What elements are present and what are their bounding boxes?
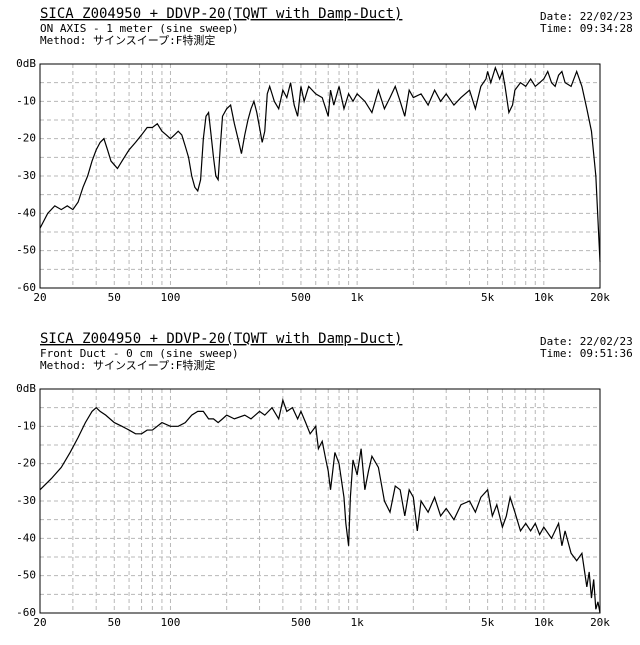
method: Method: サインスイープ:F特測定: [40, 33, 215, 47]
x-tick-label: 50: [108, 291, 121, 304]
x-tick-label: 20k: [590, 291, 610, 304]
y-tick-label: -50: [16, 244, 36, 257]
x-tick-label: 1k: [351, 616, 365, 629]
date: Date: 22/02/23: [540, 335, 633, 348]
x-tick-label: 20: [33, 291, 46, 304]
plot-frame: [39, 388, 601, 614]
method: Method: サインスイープ:F特測定: [40, 358, 215, 372]
response-line: [39, 398, 601, 614]
x-tick-label: 100: [161, 291, 181, 304]
x-tick-label: 10k: [534, 616, 554, 629]
y-tick-label: -50: [16, 569, 36, 582]
y-tick-label: -30: [16, 169, 36, 182]
y-tick-label: -40: [16, 531, 36, 544]
subtitle: ON AXIS - 1 meter (sine sweep): [40, 22, 239, 35]
y-tick-label: -20: [16, 132, 36, 145]
x-tick-label: 100: [161, 616, 181, 629]
y-tick-label: -30: [16, 494, 36, 507]
chart-title: SICA Z004950 + DDVP-20(TQWT with Damp-Du…: [40, 6, 402, 22]
y-tick-label: 0dB: [16, 57, 36, 70]
x-tick-label: 5k: [481, 291, 495, 304]
y-tick-label: 0dB: [16, 382, 36, 395]
x-tick-label: 50: [108, 616, 121, 629]
y-tick-label: -10: [16, 94, 36, 107]
chart-title: SICA Z004950 + DDVP-20(TQWT with Damp-Du…: [40, 331, 402, 347]
x-tick-label: 500: [291, 616, 311, 629]
x-tick-label: 500: [291, 291, 311, 304]
response-line: [39, 65, 601, 262]
subtitle: Front Duct - 0 cm (sine sweep): [40, 347, 239, 360]
date: Date: 22/02/23: [540, 10, 633, 23]
y-tick-label: -20: [16, 457, 36, 470]
x-tick-label: 1k: [351, 291, 365, 304]
x-tick-label: 20k: [590, 616, 610, 629]
x-tick-label: 20: [33, 616, 46, 629]
plot-frame: [39, 63, 601, 289]
time: Time: 09:34:28: [540, 22, 633, 35]
x-tick-label: 10k: [534, 291, 554, 304]
y-tick-label: -40: [16, 206, 36, 219]
y-tick-label: -60: [16, 606, 36, 619]
y-tick-label: -60: [16, 281, 36, 294]
x-tick-label: 5k: [481, 616, 495, 629]
time: Time: 09:51:36: [540, 347, 633, 360]
y-tick-label: -10: [16, 419, 36, 432]
